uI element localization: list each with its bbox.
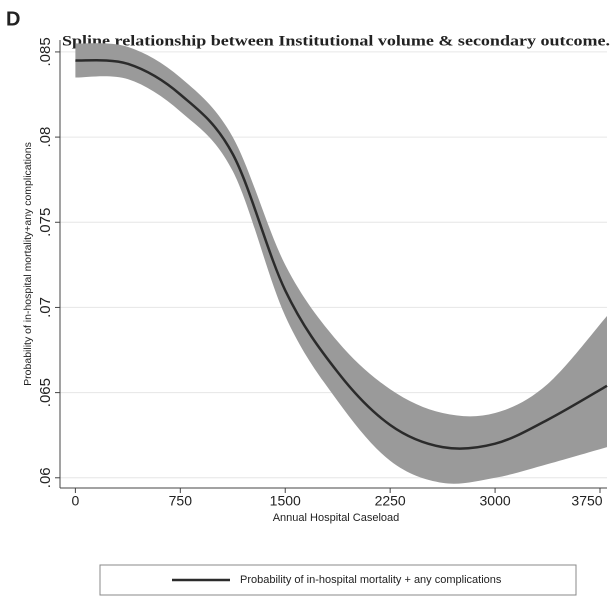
- chart-title: Spline relationship between Institutiona…: [62, 33, 610, 49]
- y-tick-label: .075: [37, 208, 54, 237]
- x-tick-label: 0: [71, 493, 79, 509]
- legend-label: Probability of in-hospital mortality + a…: [240, 574, 502, 586]
- x-axis-title: Annual Hospital Caseload: [273, 512, 400, 524]
- panel-label: D: [6, 8, 20, 30]
- y-tick-label: .06: [37, 467, 54, 488]
- x-tick-label: 3000: [480, 493, 511, 509]
- y-tick-label: .085: [37, 37, 54, 66]
- y-axis-title: Probability of in-hospital mortality+any…: [22, 142, 34, 386]
- x-tick-label: 3750: [571, 493, 602, 509]
- confidence-band: [75, 43, 608, 484]
- line: [75, 58, 608, 450]
- x-tick-label: 1500: [270, 493, 301, 509]
- y-tick-label: .065: [37, 378, 54, 407]
- x-tick-label: 750: [169, 493, 193, 509]
- x-tick-label: 2250: [375, 493, 406, 509]
- y-tick-label: .07: [37, 297, 54, 318]
- y-tick-label: .08: [37, 127, 54, 148]
